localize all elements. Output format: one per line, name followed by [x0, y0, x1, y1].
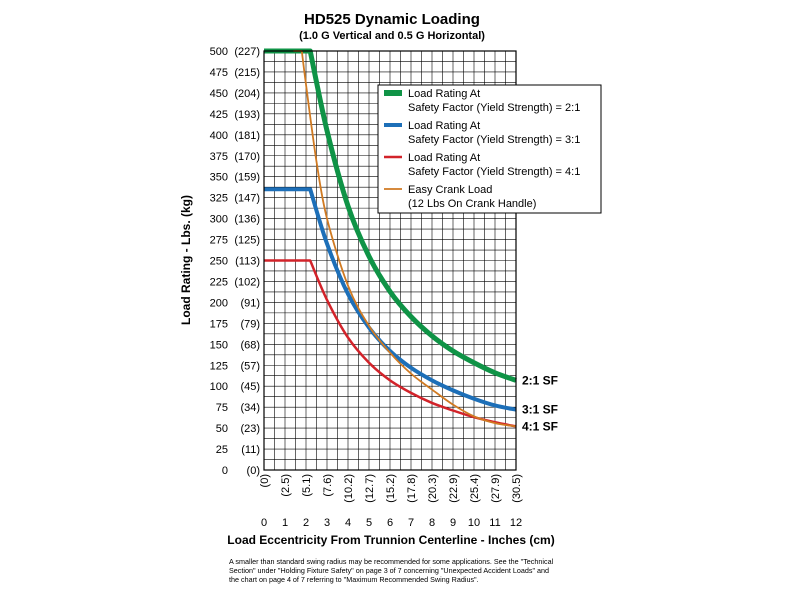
y-tick-label: 500: [210, 46, 228, 58]
y-tick-label: 300: [210, 214, 228, 226]
y-tick-label: 75: [216, 402, 228, 414]
x-tick-label: 10: [468, 517, 480, 529]
y-tick-label-kg: (170): [234, 151, 260, 163]
y-tick-label-kg: (91): [240, 297, 260, 309]
x-tick-label-cm: (12.7): [364, 474, 376, 503]
y-tick-label: 350: [210, 172, 228, 184]
y-tick-label-kg: (23): [240, 423, 260, 435]
legend: Load Rating At Safety Factor (Yield Stren…: [377, 84, 602, 214]
y-tick-label-kg: (227): [234, 46, 260, 58]
x-tick-label: 6: [387, 517, 393, 529]
y-tick-label: 475: [210, 67, 228, 79]
legend-label-line2: Safety Factor (Yield Strength) = 3:1: [408, 134, 580, 146]
y-tick-label-kg: (215): [234, 67, 260, 79]
x-tick-label-cm: (0): [259, 474, 271, 487]
series-line: [264, 48, 517, 383]
y-axis-title: Load Rating - Lbs. (kg): [179, 195, 193, 325]
legend-label: Load Rating At: [408, 88, 480, 100]
x-tick-label: 0: [261, 517, 267, 529]
series-end-label: 4:1 SF: [522, 419, 558, 433]
series-line: [293, 50, 517, 428]
y-tick-label: 275: [210, 235, 228, 247]
y-tick-label-kg: (113): [235, 256, 260, 268]
series-layer: [264, 48, 517, 428]
y-tick-label: 225: [210, 276, 228, 288]
y-tick-label: 450: [210, 88, 228, 100]
y-tick-label: 100: [210, 381, 228, 393]
x-tick-label: 12: [510, 517, 522, 529]
y-tick-label: 150: [210, 339, 228, 351]
y-tick-label-kg: (102): [234, 276, 260, 288]
x-tick-label: 2: [303, 517, 309, 529]
x-tick-label: 8: [429, 517, 435, 529]
footnote: A smaller than standard swing radius may…: [229, 557, 609, 584]
y-tick-labels: 0 (0) 25 (11) 50 (23) 75 (34) 100 (45) 125 (57) 150 (…: [210, 46, 260, 477]
series-line: [264, 187, 517, 412]
x-tick-label-cm: (10.2): [343, 474, 355, 503]
legend-label: Easy Crank Load: [408, 184, 492, 196]
y-tick-label: 425: [210, 109, 228, 121]
y-tick-label: 175: [210, 318, 228, 330]
legend-label: Load Rating At: [408, 152, 480, 164]
plot-frame: [263, 50, 517, 471]
x-tick-label-cm: (5.1): [301, 474, 313, 497]
y-tick-label-kg: (159): [234, 172, 260, 184]
x-tick-label-cm: (22.9): [448, 474, 460, 503]
y-tick-label-kg: (11): [241, 444, 260, 456]
legend-label-line2: (12 Lbs On Crank Handle): [408, 198, 536, 210]
footnote-line: A smaller than standard swing radius may…: [229, 557, 554, 566]
x-tick-label: 3: [324, 517, 330, 529]
x-tick-label: 1: [282, 517, 288, 529]
y-tick-label-kg: (68): [240, 339, 260, 351]
series-end-label: 3:1 SF: [522, 403, 558, 417]
y-tick-label-kg: (34): [240, 402, 260, 414]
x-tick-labels: (0) 0 (2.5) 1 (5.1) 2 (7.6) 3 (10.2) 4 (12.7) 5 (15.…: [259, 474, 523, 529]
footnote-line: the chart on page 4 of 7 referring to "M…: [229, 575, 479, 584]
y-tick-label-kg: (136): [234, 214, 260, 226]
y-tick-label: 250: [210, 256, 228, 268]
y-tick-label: 400: [210, 130, 228, 142]
y-tick-label-kg: (147): [234, 193, 260, 205]
chart-title: HD525 Dynamic Loading: [304, 11, 480, 28]
x-tick-label-cm: (17.8): [406, 474, 418, 503]
x-tick-label: 5: [366, 517, 372, 529]
series-end-label: 2:1 SF: [522, 373, 558, 387]
legend-label-line2: Safety Factor (Yield Strength) = 2:1: [408, 102, 580, 114]
legend-box: [377, 84, 602, 214]
x-tick-label-cm: (7.6): [322, 474, 334, 497]
y-tick-label: 200: [210, 297, 228, 309]
y-tick-label-kg: (0): [247, 465, 260, 477]
x-tick-label-cm: (15.2): [385, 474, 397, 503]
legend-label-line2: Safety Factor (Yield Strength) = 4:1: [408, 166, 580, 178]
x-tick-label: 7: [408, 517, 414, 529]
y-tick-label: 375: [210, 151, 228, 163]
x-tick-label: 4: [345, 517, 351, 529]
x-tick-label-cm: (20.3): [427, 474, 439, 503]
x-axis-title: Load Eccentricity From Trunnion Centerli…: [227, 533, 554, 547]
y-tick-label-kg: (57): [240, 360, 260, 372]
x-tick-label-cm: (27.9): [490, 474, 502, 503]
y-tick-label-kg: (125): [234, 235, 260, 247]
y-tick-label: 25: [216, 444, 228, 456]
x-tick-label-cm: (30.5): [511, 474, 523, 503]
x-tick-label-cm: (25.4): [469, 474, 481, 503]
y-tick-label: 325: [210, 193, 228, 205]
x-tick-label: 11: [489, 517, 500, 529]
y-tick-label: 50: [216, 423, 228, 435]
y-tick-label: 125: [210, 360, 228, 372]
x-tick-label-cm: (2.5): [280, 474, 292, 497]
y-tick-label-kg: (193): [234, 109, 260, 121]
series-end-labels: 2:1 SF 3:1 SF 4:1 SF: [522, 373, 558, 433]
x-tick-label: 9: [450, 517, 456, 529]
footnote-line: Section" under "Holding Fixture Safety" …: [229, 566, 550, 575]
y-tick-label-kg: (79): [240, 318, 260, 330]
y-tick-label-kg: (204): [234, 88, 260, 100]
legend-label: Load Rating At: [408, 120, 480, 132]
chart-subtitle: (1.0 G Vertical and 0.5 G Horizontal): [299, 30, 485, 42]
y-tick-label: 0: [222, 465, 228, 477]
y-tick-label-kg: (181): [234, 130, 260, 142]
y-tick-label-kg: (45): [240, 381, 260, 393]
